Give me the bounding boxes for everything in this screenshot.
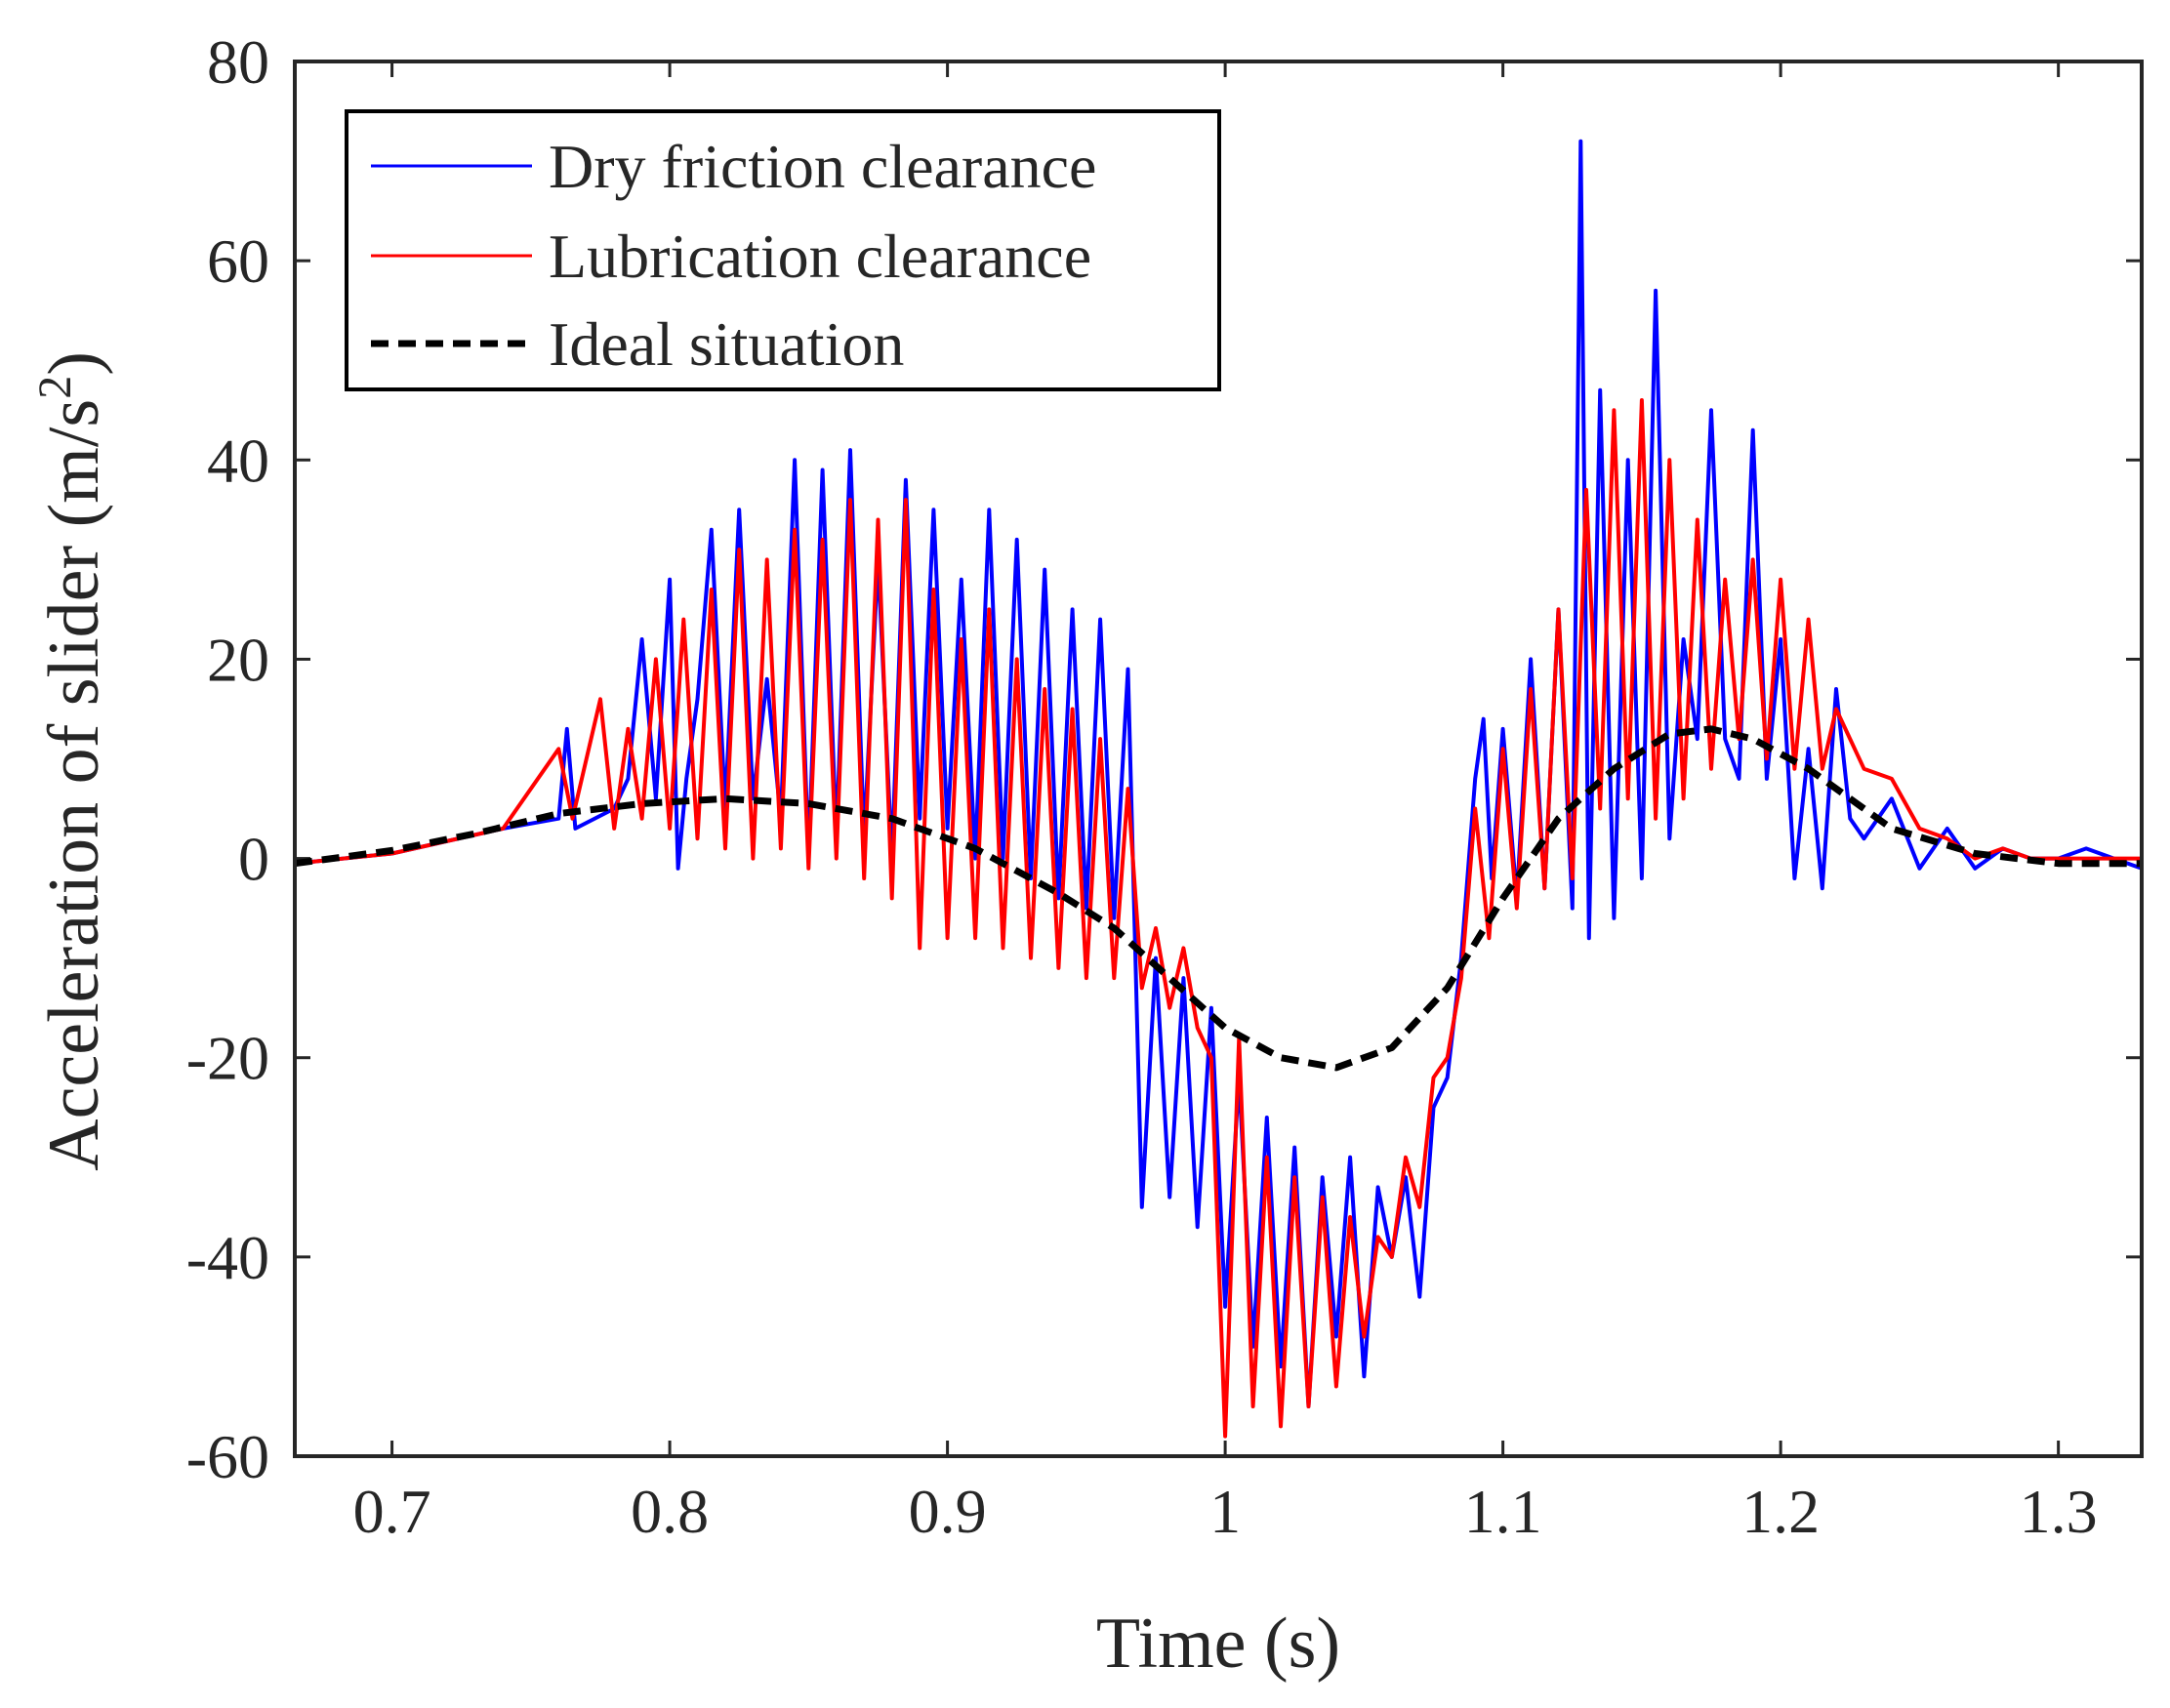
x-tick-label: 1 — [1209, 1477, 1241, 1546]
y-tick-labels: -60 -40 -20 0 20 40 60 80 — [186, 27, 269, 1491]
axes-frame — [293, 60, 2144, 1458]
series-ideal-situation — [295, 725, 2142, 1072]
legend: Dry friction clearance Lubrication clear… — [345, 109, 1221, 391]
x-tick-marks — [390, 61, 2061, 1456]
x-tick-label: 0.9 — [909, 1477, 987, 1546]
x-tick-label: 0.7 — [353, 1477, 431, 1546]
y-tick-label: 20 — [207, 625, 269, 694]
x-tick-labels: 0.7 0.8 0.9 1 1.1 1.2 1.3 — [353, 1477, 2098, 1546]
y-tick-label: 60 — [207, 226, 269, 296]
legend-label-ideal: Ideal situation — [549, 309, 904, 379]
x-tick-label: 1.2 — [1741, 1477, 1820, 1546]
y-tick-label: 0 — [238, 825, 269, 894]
y-tick-label: -40 — [186, 1223, 269, 1292]
y-axis-label-main: Acceleration of slider (m/s — [34, 399, 114, 1171]
legend-label-lubrication: Lubrication clearance — [549, 222, 1091, 291]
x-axis-label: Time (s) — [1096, 1604, 1340, 1684]
y-axis-label-close: ) — [34, 351, 114, 376]
y-tick-label: -60 — [186, 1422, 269, 1491]
y-tick-label: 40 — [207, 426, 269, 495]
x-tick-label: 0.8 — [631, 1477, 709, 1546]
series-layer — [295, 139, 2142, 1439]
series-dry-friction-clearance — [295, 139, 2142, 1408]
x-tick-label: 1.1 — [1464, 1477, 1542, 1546]
y-tick-label: 80 — [207, 27, 269, 97]
plot-area — [295, 139, 2142, 1439]
y-tick-label: -20 — [186, 1024, 269, 1093]
series-lubrication-clearance — [295, 398, 2142, 1439]
legend-label-dry-friction: Dry friction clearance — [549, 132, 1096, 201]
x-tick-label: 1.3 — [2020, 1477, 2098, 1546]
y-axis-label-superscript: 2 — [29, 376, 81, 399]
y-axis-label: Acceleration of slider (m/s2) — [29, 351, 114, 1171]
